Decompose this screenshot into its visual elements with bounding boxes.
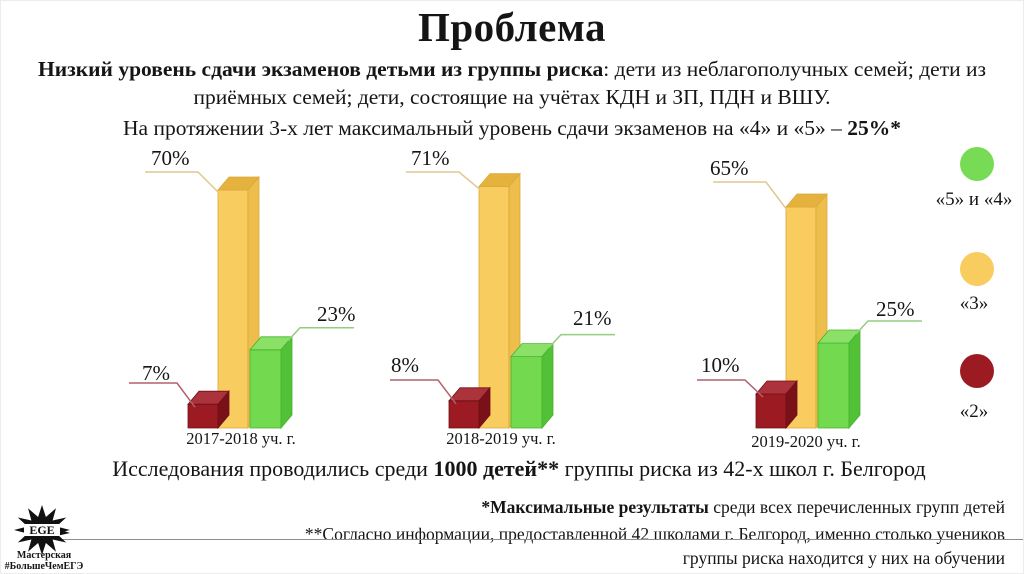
bar-grade45-chart2-side (848, 328, 861, 430)
research-statement-suffix: группы риска из 42-х школ г. Белгород (559, 456, 926, 481)
footnote-schools-info: **Согласно информации, предоставленной 4… (305, 523, 1005, 570)
value-label-grade45-2017: 23% (317, 302, 356, 326)
research-statement-bold: 1000 детей** (433, 456, 560, 481)
footnote-schools-info-line1: **Согласно информации, предоставленной 4… (304, 524, 1005, 544)
problem-statement-bold: Низкий уровень сдачи экзаменов детьми из… (38, 57, 604, 81)
bar-grade2-chart2-front (755, 393, 787, 429)
callout-grade2-chart1 (390, 379, 457, 405)
max-level-statement: На протяжении 3-х лет максимальный урове… (21, 116, 1003, 141)
legend-swatch-grade3 (960, 252, 994, 286)
bar-grade45-chart2-front (817, 342, 850, 429)
value-label-grade3-2019: 65% (710, 156, 749, 180)
value-label-grade2-2018: 8% (391, 353, 419, 377)
bar-grade2-chart2-side (785, 379, 798, 430)
legend-label-grade3: «3» (959, 293, 989, 314)
value-label-grade45-2019: 25% (876, 297, 915, 321)
bar-grade2-chart1-front (448, 400, 480, 429)
legend-label-grade2: «2» (959, 401, 989, 422)
footnote-max-results-bold: *Максимальные результаты (481, 497, 709, 517)
page-title: Проблема (417, 4, 607, 50)
bar-grade2-chart0-side (217, 390, 230, 430)
callout-grade3-chart1 (406, 171, 481, 191)
max-level-statement-value: 25%* (847, 116, 901, 140)
ege-logo-text: EGE (29, 523, 54, 537)
footnote-max-results: *Максимальные результаты среди всех пере… (481, 497, 1005, 518)
bar-grade45-chart1-front (510, 356, 543, 429)
ege-logo-band (24, 524, 60, 536)
value-label-grade2-2019: 10% (701, 353, 740, 377)
bar-grade45-chart0-front (249, 349, 282, 429)
problem-statement: Низкий уровень сдачи экзаменов детьми из… (29, 55, 995, 111)
bar-grade45-chart0-side (280, 335, 293, 430)
callout-grade45-chart1 (548, 333, 615, 349)
value-label-grade3-2018: 71% (411, 146, 450, 170)
value-label-grade3-2017: 70% (151, 146, 190, 170)
callout-grade45-chart2 (855, 320, 922, 335)
research-statement-prefix: Исследования проводились среди (112, 456, 434, 481)
value-label-grade2-2017: 7% (142, 361, 170, 385)
footnote-max-results-rest: среди всех перечисленных групп детей (708, 497, 1005, 517)
decorative-horizontal-line (61, 539, 1023, 540)
logo-caption-line2: #БольшеЧемЕГЭ (4, 561, 84, 572)
callout-grade2-chart2 (697, 379, 764, 398)
category-label-2019-2020: 2019-2020 уч. г. (751, 432, 861, 451)
legend-label-grade45: «5» и «4» (935, 189, 1013, 210)
bar-grade45-chart1-side (541, 342, 554, 430)
ege-logo: EGE (14, 505, 70, 555)
footnote-schools-info-line2: группы риска находится у них на обучении (682, 547, 1005, 568)
research-statement: Исследования проводились среди 1000 дете… (25, 456, 1013, 482)
bar-grade2-chart1-side (478, 386, 491, 430)
callout-grade3-chart0 (145, 171, 220, 194)
bar-grade2-chart0-front (187, 403, 219, 429)
logo-caption-line1: Мастерская (16, 550, 72, 561)
max-level-statement-text: На протяжении 3-х лет максимальный урове… (123, 116, 848, 140)
callout-grade3-chart2 (713, 181, 788, 211)
problem-statement-rest: : дети из неблагополучных семей; дети из… (193, 57, 986, 109)
category-label-2017-2018: 2017-2018 уч. г. (186, 429, 296, 448)
callout-grade45-chart0 (287, 327, 354, 342)
value-label-grade45-2018: 21% (573, 306, 612, 330)
legend-swatch-grade45 (960, 147, 994, 181)
callout-grade2-chart0 (129, 382, 196, 408)
legend-swatch-grade2 (960, 354, 994, 388)
category-label-2018-2019: 2018-2019 уч. г. (446, 429, 556, 448)
